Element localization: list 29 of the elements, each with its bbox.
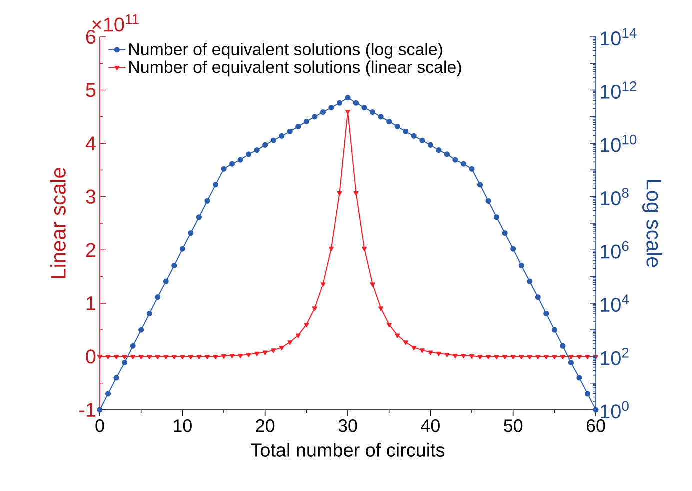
legend-label: Number of equivalent solutions (log scale) [130,43,442,59]
y-tick-label: 6 [86,30,96,44]
x-tick-label: 20 [256,420,275,432]
y2-tick-label: 10$^{0}$ [601,401,629,419]
y-tick-label: 5 [86,83,96,98]
y2-tick-label: 10$^{10}$ [601,134,637,152]
x-tick-label: 0 [96,420,104,432]
y2-tick-label: 10$^{12}$ [601,82,636,99]
y2-tick-label: 10$^{2}$ [601,348,629,366]
x-axis-title: Total number of circuits [251,443,445,457]
x-tick-label: 40 [421,420,440,432]
y-tick-label: 4 [86,136,96,150]
y2-tick-label: 10$^{4}$ [601,294,630,312]
y-tick-label: 1 [86,296,96,310]
y2-tick-label: 10$^{6}$ [601,241,629,259]
y-tick-label: 0 [86,350,96,364]
x-tick-label: 30 [338,420,358,432]
x-tick-label: 50 [504,420,523,432]
text: ×10$^{11}$ [92,14,139,32]
y-tick-label: -1 [80,403,96,417]
y-tick-label: 2 [86,243,96,258]
y2-axis-title: Log scale [642,180,662,268]
x-tick-label: 60 [586,420,606,432]
legend-label: Number of equivalent solutions (linear scale) [130,60,462,77]
x-tick-label: 10 [174,420,192,432]
y2-tick-label: 10$^{8}$ [601,188,629,206]
y-axis-title: Linear scale [50,168,66,278]
y-tick-label: 3 [86,190,96,204]
y2-tick-label: 10$^{14}$ [601,28,637,46]
